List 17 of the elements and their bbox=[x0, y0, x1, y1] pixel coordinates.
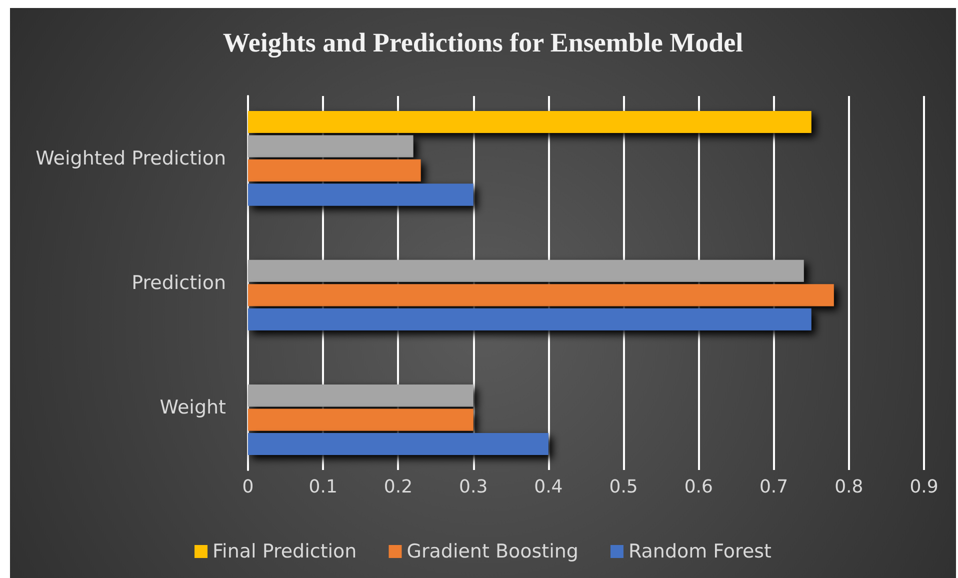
x-tick-label: 0.1 bbox=[308, 476, 338, 498]
y-tick-label: Prediction bbox=[132, 272, 226, 294]
legend-label: Gradient Boosting bbox=[406, 540, 578, 562]
x-tick-label: 0 bbox=[242, 476, 254, 498]
x-tick-label: 0.2 bbox=[384, 476, 413, 498]
x-tick-label: 0.8 bbox=[834, 476, 864, 498]
y-tick-label: Weighted Prediction bbox=[36, 147, 226, 170]
x-tick-label: 0.5 bbox=[609, 476, 638, 498]
x-tick-label: 0.3 bbox=[459, 476, 488, 498]
chart-title: Weights and Predictions for Ensemble Model bbox=[222, 28, 744, 58]
x-tick-label: 0.4 bbox=[534, 476, 563, 498]
legend-label: Random Forest bbox=[628, 540, 772, 562]
y-tick-label: Weight bbox=[160, 396, 226, 419]
x-tick-label: 0.7 bbox=[759, 476, 788, 498]
x-tick-label: 0.9 bbox=[910, 476, 938, 498]
x-tick-label: 0.6 bbox=[684, 476, 713, 498]
legend-label: Final Prediction bbox=[212, 540, 357, 562]
